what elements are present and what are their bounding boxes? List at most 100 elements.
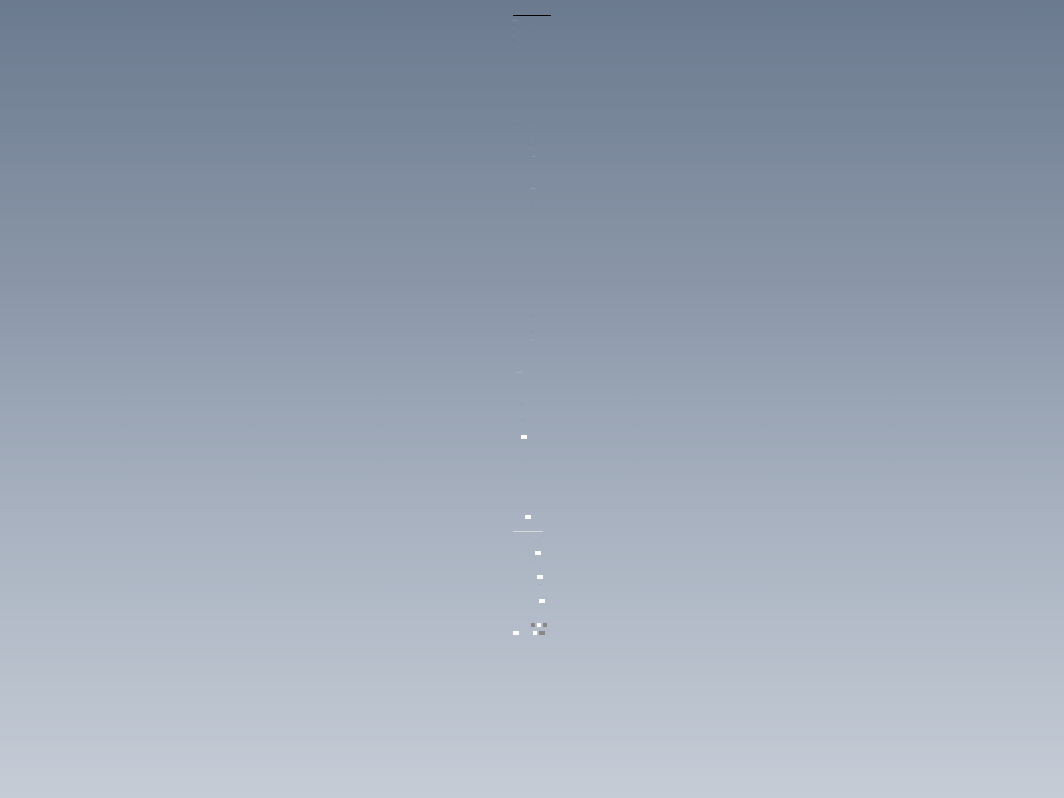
strip-cell: — xyxy=(521,420,523,422)
strip-row: · xyxy=(513,83,551,87)
strip-cell: · xyxy=(523,452,524,454)
strip-cell: · xyxy=(527,156,528,158)
strip-separator xyxy=(513,531,543,532)
strip-row xyxy=(513,475,551,479)
strip-block xyxy=(525,515,531,519)
strip-cell: · xyxy=(525,632,526,634)
strip-cell: · xyxy=(529,124,530,126)
strip-block xyxy=(513,631,519,635)
strip-row: · xyxy=(513,435,551,439)
strip-cell: · xyxy=(525,212,526,214)
strip-cell: — xyxy=(533,156,535,158)
strip-row: — — xyxy=(513,371,551,375)
strip-row: — xyxy=(513,203,551,207)
strip-cell: · · xyxy=(513,36,515,38)
strip-row: · xyxy=(513,483,551,487)
strip-cell: — xyxy=(535,536,537,538)
strip-row: · xyxy=(513,515,551,519)
strip-cell: · xyxy=(523,92,524,94)
strip-row xyxy=(513,235,551,239)
strip-block xyxy=(533,631,537,635)
strip-row: ·— xyxy=(513,155,551,159)
strip-cell: — — xyxy=(513,20,518,22)
strip-row xyxy=(513,171,551,175)
strip-row xyxy=(513,567,551,571)
strip-row: ·· xyxy=(513,283,551,287)
strip-block xyxy=(531,623,535,627)
strip-row: · xyxy=(513,631,551,635)
strip-cell: · xyxy=(517,412,518,414)
strip-row xyxy=(513,59,551,63)
strip-row: · xyxy=(513,323,551,327)
strip-row: — xyxy=(513,583,551,587)
strip-row xyxy=(513,115,551,119)
strip-block xyxy=(537,623,541,627)
strip-row xyxy=(513,427,551,431)
strip-cell: — xyxy=(531,340,533,342)
strip-cell: · xyxy=(523,52,524,54)
strip-row xyxy=(513,615,551,619)
strip-cell: · xyxy=(523,460,524,462)
strip-cell: — xyxy=(533,28,535,30)
strip-cell: · xyxy=(535,560,536,562)
strip-row: · xyxy=(513,219,551,223)
strip-row: · xyxy=(513,75,551,79)
strip-block xyxy=(543,623,547,627)
strip-cell: — — xyxy=(517,372,522,374)
strip-block xyxy=(521,435,527,439)
strip-row: · · xyxy=(513,163,551,167)
strip-cell: · xyxy=(517,68,518,70)
strip-cell: · xyxy=(527,252,528,254)
strip-cell: — xyxy=(531,332,533,334)
strip-cell: · xyxy=(527,292,528,294)
strip-block xyxy=(539,599,545,603)
strip-block xyxy=(539,631,545,635)
strip-row xyxy=(513,507,551,511)
strip-row: · xyxy=(513,459,551,463)
strip-row: · xyxy=(513,623,551,627)
strip-row xyxy=(513,467,551,471)
strip-row: · · · xyxy=(513,147,551,151)
strip-row: · xyxy=(513,575,551,579)
strip-cell: — — xyxy=(531,188,536,190)
strip-row: · · xyxy=(513,43,551,47)
strip-block xyxy=(535,551,541,555)
strip-cell: — xyxy=(531,316,533,318)
strip-row: · · — xyxy=(513,27,551,31)
strip-row: — xyxy=(513,331,551,335)
strip-row: · xyxy=(513,243,551,247)
strip-row: ·— xyxy=(513,419,551,423)
strip-row xyxy=(513,195,551,199)
strip-row: · · xyxy=(513,139,551,143)
strip-row: · xyxy=(513,211,551,215)
strip-row xyxy=(513,355,551,359)
strip-cell: — xyxy=(539,584,541,586)
strip-row: — — xyxy=(513,187,551,191)
strip-row xyxy=(513,379,551,383)
strip-cell: · · xyxy=(513,28,515,30)
strip-cell: · xyxy=(533,36,534,38)
strip-row: · xyxy=(513,559,551,563)
strip-cell: · xyxy=(527,492,528,494)
strip-cell: · xyxy=(523,624,524,626)
strip-row xyxy=(513,99,551,103)
strip-cell: · · xyxy=(531,140,533,142)
strip-row xyxy=(513,607,551,611)
strip-row: · · xyxy=(513,551,551,555)
strip-row: · xyxy=(513,67,551,71)
strip-row: · · · xyxy=(513,35,551,39)
strip-cell: · xyxy=(523,484,524,486)
strip-cell: — xyxy=(521,404,523,406)
strip-cell: · xyxy=(535,252,536,254)
strip-cell: · xyxy=(531,576,532,578)
strip-cell: — xyxy=(531,204,533,206)
strip-cell: · xyxy=(523,244,524,246)
strip-row: · xyxy=(513,411,551,415)
strip-row xyxy=(513,275,551,279)
strip-cell: · · xyxy=(527,164,529,166)
strip-row: · xyxy=(513,91,551,95)
strip-row: — xyxy=(513,315,551,319)
strip-cell: — xyxy=(517,124,519,126)
strip-cell: · xyxy=(523,84,524,86)
strip-row xyxy=(513,107,551,111)
